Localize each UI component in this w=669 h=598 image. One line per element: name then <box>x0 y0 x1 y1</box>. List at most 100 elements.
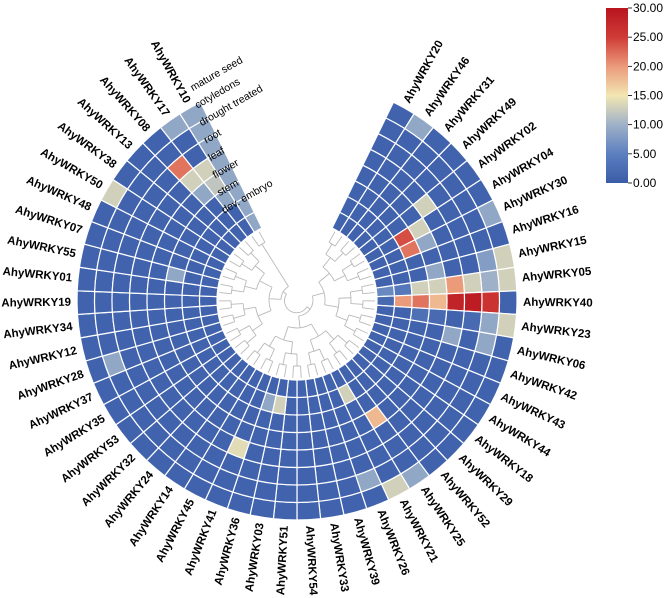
color-scale-tick-label: 0.00 <box>633 176 657 190</box>
dendrogram-branch-43 <box>260 358 267 370</box>
dendrogram-branch-115 <box>338 297 351 299</box>
dendrogram-branch-102 <box>233 314 246 319</box>
dendrogram-branch-94 <box>282 352 286 365</box>
dendrogram-branch-41 <box>279 363 287 366</box>
gene-label-AhyWRKY51: AhyWRKY51 <box>275 525 291 596</box>
heatmap-cell-AhyWRKY51-3 <box>278 448 298 469</box>
color-scale-tick-label: 15.00 <box>633 89 663 103</box>
dendrogram-branch-35 <box>307 363 315 366</box>
dendrogram-branch-111 <box>261 243 269 255</box>
dendrogram-branch-67 <box>233 253 245 262</box>
dendrogram-branch-37 <box>292 365 294 378</box>
heatmap-cell-AhyWRKY34-5 <box>164 306 185 324</box>
dendrogram-branch-121 <box>290 341 293 354</box>
dendrogram-branch-123 <box>275 335 293 343</box>
heatmap-cell-AhyWRKY05-1 <box>479 269 500 293</box>
color-scale-tick-label: 5.00 <box>633 147 657 161</box>
heatmap-cell-AhyWRKY54-0 <box>296 500 322 521</box>
heatmap-cell-AhyWRKY54-6 <box>296 396 311 416</box>
color-scale-ticks: 30.00 25.00 20.00 15.00 10.00 5.00 0.00 <box>628 1 663 190</box>
heatmap-cell-AhyWRKY19-6 <box>181 294 201 309</box>
dendrogram-branch-106 <box>235 276 247 282</box>
dendrogram-branch-28 <box>333 354 341 366</box>
dendrogram-branch-147 <box>306 306 311 310</box>
heatmap-cell-AhyWRKY05-6 <box>392 282 413 297</box>
dendrogram-branch-89 <box>329 334 339 344</box>
dendrogram-branch-127 <box>244 285 257 290</box>
dendrogram-branch-72 <box>251 236 260 247</box>
gene-label-AhyWRKY03: AhyWRKY03 <box>244 522 267 593</box>
dendrogram-branch-9 <box>357 267 369 274</box>
dendrogram-branch-78 <box>341 263 353 271</box>
dendrogram-branch-34 <box>307 365 310 378</box>
dendrogram-branch-114 <box>322 266 335 282</box>
heatmap-cells <box>76 101 518 521</box>
heatmap-cell-AhyWRKY40-2 <box>463 291 483 313</box>
dendrogram-branch-65 <box>233 273 238 280</box>
gene-label-AhyWRKY36: AhyWRKY36 <box>213 516 243 586</box>
color-scale-tick-label: 20.00 <box>633 59 663 73</box>
dendrogram-branch-88 <box>329 342 338 354</box>
dendrogram-branch-81 <box>350 289 363 293</box>
heatmap-cell-AhyWRKY34-1 <box>94 311 116 336</box>
dendrogram-branch-116 <box>335 315 348 321</box>
dendrogram-branch-19 <box>359 321 371 327</box>
dendrogram-branch-63 <box>222 275 235 281</box>
heatmap-cell-AhyWRKY05-4 <box>427 276 448 296</box>
heatmap-cell-AhyWRKY34-0 <box>76 312 99 339</box>
dendrogram-branch-105 <box>231 289 244 293</box>
heatmap-cell-AhyWRKY19-2 <box>111 291 131 313</box>
heatmap-cell-AhyWRKY34-6 <box>181 305 202 321</box>
dendrogram <box>218 231 376 378</box>
gene-label-AhyWRKY12: AhyWRKY12 <box>8 345 79 372</box>
dendrogram-branch-73 <box>258 231 266 243</box>
dendrogram-branch-30 <box>327 358 334 370</box>
dendrogram-branch-140 <box>274 264 283 277</box>
heatmap-cell-AhyWRKY40-5 <box>411 293 431 310</box>
heatmap-cell-AhyWRKY10-7 <box>244 211 263 234</box>
dendrogram-branch-36 <box>300 365 302 378</box>
heatmap-cell-AhyWRKY05-2 <box>461 271 483 294</box>
gene-label-AhyWRKY19: AhyWRKY19 <box>1 297 71 310</box>
heatmap-cell-AhyWRKY54-5 <box>296 413 312 434</box>
dendrogram-branch-22 <box>353 334 364 342</box>
dendrogram-branch-54 <box>223 321 235 327</box>
dendrogram-branch-39 <box>284 365 287 378</box>
dendrogram-branch-138 <box>259 280 273 288</box>
heatmap-cell-AhyWRKY54-3 <box>296 448 316 469</box>
dendrogram-branch-46 <box>246 350 255 361</box>
heatmap-cell-AhyWRKY05-3 <box>444 274 465 295</box>
heatmap-cell-AhyWRKY34-2 <box>111 310 133 333</box>
dendrogram-branch-103 <box>231 303 244 305</box>
heatmap-cell-AhyWRKY33-4 <box>310 428 330 450</box>
dendrogram-branch-79 <box>347 276 359 282</box>
dendrogram-branch-96 <box>269 348 275 361</box>
dendrogram-branch-77 <box>325 253 336 262</box>
dendrogram-branch-100 <box>238 325 250 332</box>
dendrogram-branch-4 <box>345 247 355 256</box>
dendrogram-branch-13 <box>362 292 375 295</box>
heatmap-cell-AhyWRKY54-4 <box>296 431 314 451</box>
dendrogram-branch-66 <box>229 260 241 268</box>
dendrogram-branch-145 <box>281 276 289 287</box>
heatmap-cell-AhyWRKY54-7 <box>296 378 309 399</box>
gene-label-AhyWRKY07: AhyWRKY07 <box>14 204 84 237</box>
color-scale-tick-label: 30.00 <box>633 1 663 15</box>
gene-label-AhyWRKY33: AhyWRKY33 <box>327 522 350 593</box>
dendrogram-branch-16 <box>362 307 375 310</box>
dendrogram-branch-84 <box>348 314 361 319</box>
heatmap-cell-AhyWRKY51-1 <box>274 483 298 504</box>
heatmap-cell-AhyWRKY33-3 <box>312 445 334 468</box>
gene-label-AhyWRKY23: AhyWRKY23 <box>521 321 592 341</box>
heatmap-cell-AhyWRKY19-0 <box>76 290 96 316</box>
dendrogram-branch-69 <box>239 247 249 256</box>
heatmap-cell-AhyWRKY19-5 <box>163 293 183 310</box>
dendrogram-branch-18 <box>361 314 374 318</box>
heatmap-cell-AhyWRKY05-5 <box>410 279 431 296</box>
color-scale-legend: 30.00 25.00 20.00 15.00 10.00 5.00 0.00 <box>606 1 663 190</box>
dendrogram-branch-142 <box>298 315 301 328</box>
gene-label-AhyWRKY05: AhyWRKY05 <box>521 266 592 285</box>
dendrogram-branch-90 <box>319 348 325 361</box>
dendrogram-branch-7 <box>353 260 365 268</box>
